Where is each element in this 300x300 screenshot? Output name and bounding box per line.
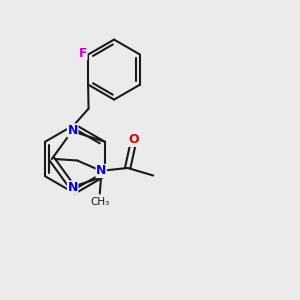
- Text: F: F: [78, 46, 87, 60]
- Text: N: N: [68, 181, 78, 194]
- Text: N: N: [68, 124, 78, 137]
- Text: CH₃: CH₃: [90, 197, 110, 207]
- Text: N: N: [96, 164, 106, 178]
- Text: O: O: [128, 133, 139, 146]
